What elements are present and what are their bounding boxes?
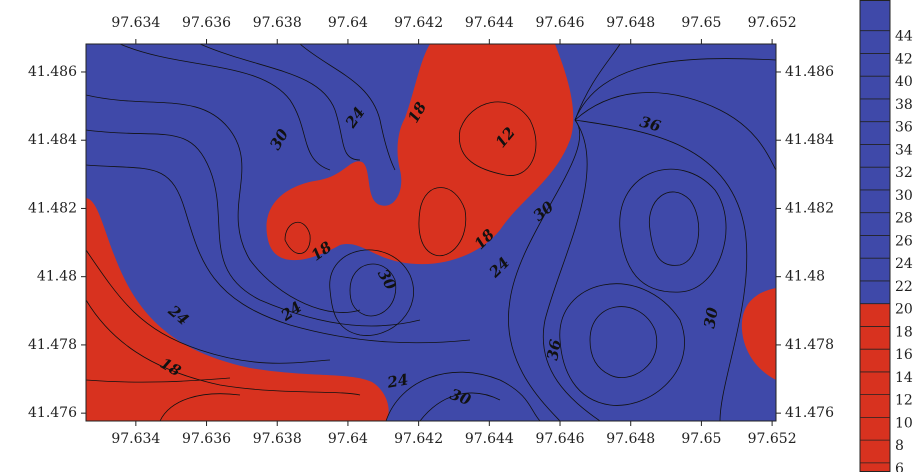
x-tick-label: 97.638 [253,15,302,31]
y-tick-label: 41.476 [28,405,77,421]
y-tick-label: 41.48 [785,269,825,285]
colorbar-tick-label: 8 [895,438,904,454]
x-tick-label: 97.652 [748,15,797,31]
x-tick-label: 97.644 [465,15,514,31]
y-tick-label: 41.478 [785,337,834,353]
x-tick-label: 97.65 [681,15,721,31]
x-tick-label: 97.652 [748,431,797,447]
colorbar-tick-label: 26 [895,233,913,249]
contour-label: 24 [385,370,410,392]
x-tick-label: 97.636 [182,431,231,447]
y-tick-label: 41.482 [785,200,834,216]
colorbar-tick-label: 22 [895,279,913,295]
x-tick-label: 97.646 [536,15,585,31]
colorbar-tick-label: 20 [895,302,913,318]
y-tick-label: 41.482 [28,200,77,216]
y-tick-label: 41.48 [37,269,77,285]
colorbar-tick-label: 16 [895,347,913,363]
contour-lines [86,44,776,421]
colorbar-tick-label: 42 [895,51,913,67]
x-tick-label: 97.638 [253,431,302,447]
colorbar-tick-label: 10 [895,415,913,431]
colorbar-tick-label: 44 [895,29,913,45]
colorbar-tick-label: 38 [895,97,913,113]
low-region [266,44,574,265]
low-region [86,198,389,421]
x-tick-label: 97.642 [394,15,443,31]
x-tick-label: 97.64 [328,15,368,31]
y-tick-label: 41.484 [785,132,834,148]
low-region [741,288,776,380]
x-tick-label: 97.65 [681,431,721,447]
colorbar-tick-label: 40 [895,74,913,90]
contour-label: 36 [638,113,663,136]
x-tick-label: 97.634 [111,15,160,31]
y-tick-label: 41.486 [28,64,77,80]
x-tick-label: 97.634 [111,431,160,447]
colorbar-tick-label: 14 [895,370,913,386]
y-tick-label: 41.476 [785,405,834,421]
colorbar-tick-label: 32 [895,165,913,181]
colorbar-tick-label: 30 [895,188,913,204]
colorbar: 6 8 10 12 14 16 18 20 22 24 26 28 30 32 34 36 38 40 42 44 [859,0,913,476]
colorbar-low [860,303,890,472]
colorbar-tick-label: 12 [895,393,913,409]
plot-frame [85,43,777,422]
y-tick-label: 41.478 [28,337,77,353]
x-tick-label: 97.644 [465,431,514,447]
contour-label: 30 [700,305,721,329]
colorbar-tick-label: 6 [895,461,904,472]
x-tick-label: 97.648 [606,15,655,31]
colorbar-tick-label: 28 [895,211,913,227]
x-tick-label: 97.636 [182,15,231,31]
contour-field [86,44,776,421]
colorbar-tick-label: 36 [895,120,913,136]
colorbar-high [860,0,890,304]
x-tick-label: 97.64 [328,431,368,447]
colorbar-tick-label: 18 [895,324,913,340]
y-tick-label: 41.486 [785,64,834,80]
x-tick-label: 97.642 [394,431,443,447]
x-tick-label: 97.648 [606,431,655,447]
colorbar-tick-label: 24 [895,256,913,272]
x-tick-label: 97.646 [536,431,585,447]
colorbar-tick-label: 34 [895,142,913,158]
contour-label: 36 [543,337,564,361]
y-tick-label: 41.484 [28,132,77,148]
